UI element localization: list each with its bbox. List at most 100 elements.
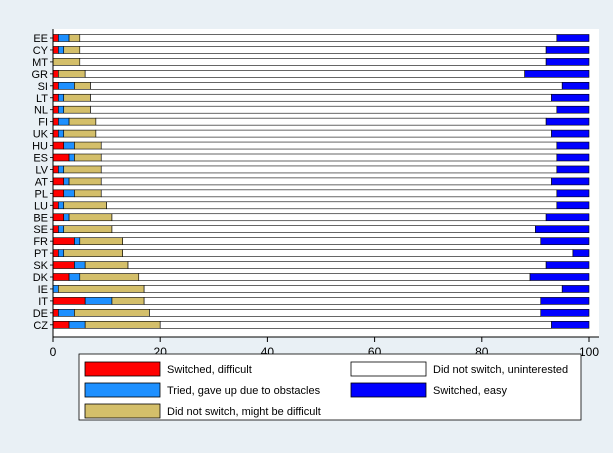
bar-lt-switched-difficult: [52, 93, 59, 102]
bar-es-did-not-switch-uninterested: [100, 153, 558, 162]
bar-hu-did-not-switch-might-be-difficult: [74, 141, 102, 150]
y-tick-label: EE: [33, 33, 48, 45]
bar-sk-did-not-switch-might-be-difficult: [84, 261, 129, 269]
bar-fi-tried-gave-up-due-to-obstacles: [58, 117, 70, 126]
y-tick-label: IE: [38, 284, 48, 296]
bar-ie-did-not-switch-uninterested: [143, 285, 563, 293]
bar-cy-did-not-switch-might-be-difficult: [63, 46, 81, 54]
bar-fr-switched-difficult: [52, 237, 75, 245]
y-tick-label: CY: [33, 45, 49, 57]
y-tick-label: ES: [33, 153, 48, 165]
y-tick-label: UK: [33, 129, 49, 141]
bar-hu-switched-difficult: [52, 141, 65, 150]
bar-lv-switched-easy: [556, 165, 590, 174]
bar-si-did-not-switch-might-be-difficult: [74, 82, 91, 90]
bar-it-tried-gave-up-due-to-obstacles: [84, 297, 113, 305]
bar-es-switched-difficult: [52, 153, 70, 162]
bar-se-did-not-switch-might-be-difficult: [63, 225, 113, 233]
bar-it-did-not-switch-uninterested: [143, 297, 542, 305]
bars-group: [52, 34, 590, 329]
bar-se-switched-difficult: [52, 225, 59, 233]
legend-label-tried-gave-up-due-to-obstacles: Tried, gave up due to obstacles: [167, 385, 321, 397]
bar-si-switched-difficult: [52, 82, 59, 90]
bar-mt-did-not-switch-might-be-difficult: [52, 58, 81, 66]
bar-hu-switched-easy: [556, 141, 590, 150]
bar-se-did-not-switch-uninterested: [111, 225, 536, 233]
y-tick-label: NL: [34, 105, 48, 117]
y-tick-label: BE: [33, 212, 48, 224]
bar-lu-switched-difficult: [52, 201, 59, 210]
y-tick-label: LV: [35, 164, 48, 176]
bar-de-did-not-switch-uninterested: [149, 309, 542, 317]
legend-swatch-did-not-switch-might-be-difficult: [84, 403, 161, 419]
bar-cy-switched-easy: [545, 46, 590, 54]
x-tick-label: 0: [50, 345, 57, 359]
bar-nl-switched-easy: [556, 105, 590, 114]
bar-uk-switched-difficult: [52, 129, 59, 138]
bar-dk-did-not-switch-might-be-difficult: [79, 273, 140, 281]
bar-fr-did-not-switch-uninterested: [122, 237, 542, 245]
bar-lu-did-not-switch-uninterested: [106, 201, 558, 210]
bar-fi-switched-easy: [545, 117, 590, 126]
bar-se-switched-easy: [535, 225, 590, 233]
bar-pl-tried-gave-up-due-to-obstacles: [63, 189, 75, 198]
bar-fr-did-not-switch-might-be-difficult: [79, 237, 123, 245]
bar-es-tried-gave-up-due-to-obstacles: [68, 153, 75, 162]
y-tick-label: GR: [32, 69, 49, 81]
bar-gr-did-not-switch-uninterested: [84, 70, 525, 78]
bar-at-switched-difficult: [52, 177, 65, 186]
legend-label-did-not-switch-uninterested: Did not switch, uninterested: [433, 364, 568, 376]
x-tick-label: 100: [579, 345, 599, 359]
bar-hu-did-not-switch-uninterested: [100, 141, 558, 150]
legend-swatch-switched-easy: [350, 382, 427, 398]
bar-sk-switched-easy: [545, 261, 590, 269]
bar-ee-switched-easy: [556, 34, 590, 42]
y-tick-label: FR: [33, 236, 48, 248]
bar-uk-switched-easy: [551, 129, 590, 138]
bar-lv-did-not-switch-might-be-difficult: [63, 165, 102, 174]
bar-be-switched-difficult: [52, 213, 65, 222]
bar-cy-did-not-switch-uninterested: [79, 46, 547, 54]
bar-pl-switched-easy: [556, 189, 590, 198]
bar-be-did-not-switch-might-be-difficult: [68, 213, 113, 222]
bar-de-switched-easy: [540, 309, 590, 317]
bar-hu-tried-gave-up-due-to-obstacles: [63, 141, 75, 150]
bar-pt-did-not-switch-uninterested: [122, 249, 574, 257]
y-tick-label: FI: [38, 117, 48, 129]
y-tick-label: DK: [33, 272, 49, 284]
y-tick-label: PL: [35, 188, 48, 200]
bar-pl-switched-difficult: [52, 189, 65, 198]
bar-ie-tried-gave-up-due-to-obstacles: [52, 285, 59, 293]
bar-sk-switched-difficult: [52, 261, 75, 269]
bar-si-switched-easy: [561, 82, 590, 90]
bar-lt-did-not-switch-might-be-difficult: [63, 93, 91, 102]
bar-se-tried-gave-up-due-to-obstacles: [58, 225, 65, 233]
bar-pt-switched-difficult: [52, 249, 59, 257]
bar-si-tried-gave-up-due-to-obstacles: [58, 82, 75, 90]
bar-ie-switched-easy: [561, 285, 590, 293]
bar-de-tried-gave-up-due-to-obstacles: [58, 309, 75, 317]
bar-pl-did-not-switch-might-be-difficult: [74, 189, 102, 198]
y-tick-label: AT: [35, 176, 49, 188]
bar-ee-switched-difficult: [52, 34, 59, 42]
bar-cy-switched-difficult: [52, 46, 59, 54]
bar-cz-tried-gave-up-due-to-obstacles: [68, 320, 86, 329]
bar-be-tried-gave-up-due-to-obstacles: [63, 213, 70, 222]
bar-lv-switched-difficult: [52, 165, 59, 174]
bar-at-did-not-switch-might-be-difficult: [68, 177, 102, 186]
bar-pt-did-not-switch-might-be-difficult: [63, 249, 123, 257]
bar-cy-tried-gave-up-due-to-obstacles: [58, 46, 65, 54]
bar-be-switched-easy: [545, 213, 590, 222]
bar-lv-did-not-switch-uninterested: [100, 165, 558, 174]
bar-de-switched-difficult: [52, 309, 59, 317]
legend-label-switched-difficult: Switched, difficult: [167, 364, 252, 376]
bar-sk-tried-gave-up-due-to-obstacles: [74, 261, 86, 269]
bar-uk-did-not-switch-uninterested: [95, 129, 552, 138]
bar-uk-did-not-switch-might-be-difficult: [63, 129, 97, 138]
bar-lv-tried-gave-up-due-to-obstacles: [58, 165, 65, 174]
bar-ee-did-not-switch-uninterested: [79, 34, 558, 42]
bar-at-switched-easy: [551, 177, 590, 186]
bar-dk-switched-easy: [529, 273, 590, 281]
